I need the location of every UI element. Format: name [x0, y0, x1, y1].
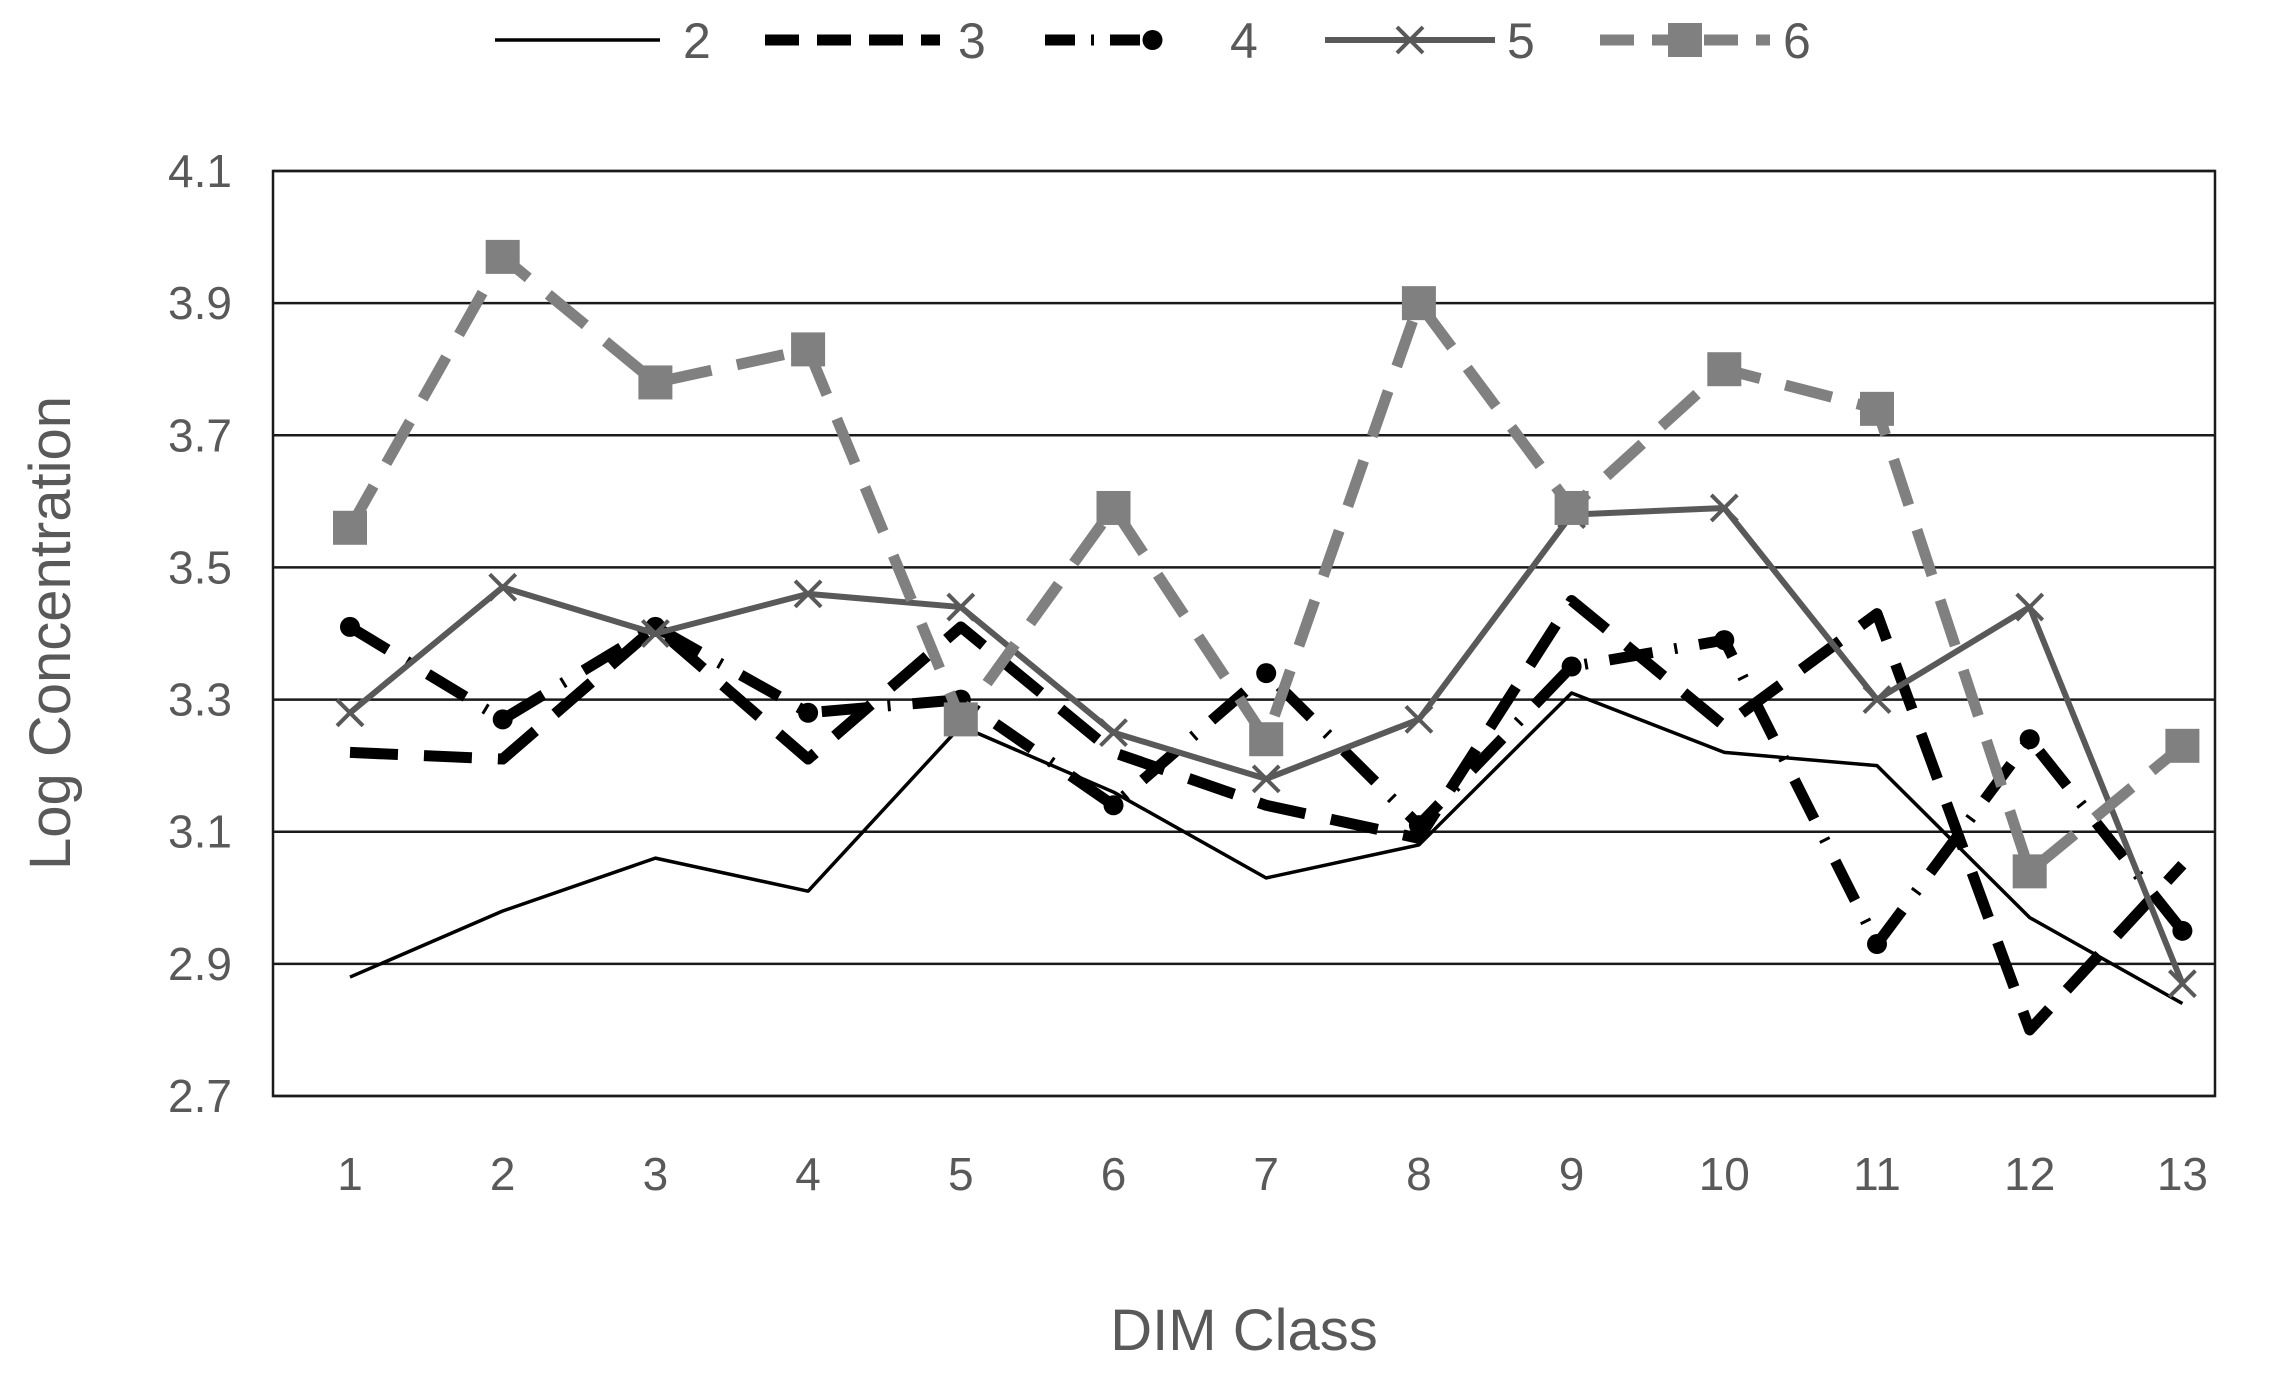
- x-axis-ticks: 1 2 3 4 5 6 7 8 9 10 11 12 13: [337, 1148, 2208, 1200]
- y-axis-ticks: 2.7 2.9 3.1 3.3 3.5 3.7 3.9 4.1: [168, 145, 232, 1122]
- data-point: [793, 579, 823, 609]
- data-point: [1707, 352, 1742, 387]
- data-point: [946, 592, 976, 622]
- series-4: [340, 616, 2193, 955]
- data-point: [2165, 728, 2200, 763]
- data-point: [1249, 722, 1284, 757]
- data-point: [1251, 764, 1281, 794]
- grid-lines: [273, 169, 2215, 1098]
- series-line: [349, 594, 2187, 1036]
- x-tick-label: 7: [1253, 1148, 1279, 1200]
- data-point: [2012, 854, 2047, 889]
- data-point: [1668, 23, 1702, 57]
- x-tick-label: 2: [490, 1148, 516, 1200]
- legend-label: 3: [958, 13, 986, 69]
- data-point: [485, 239, 520, 274]
- series-2: [349, 691, 2184, 1006]
- y-tick-label: 3.5: [168, 541, 232, 593]
- y-tick-label: 3.7: [168, 409, 232, 461]
- y-tick-label: 3.9: [168, 277, 232, 329]
- y-tick-label: 3.3: [168, 674, 232, 726]
- data-point: [1862, 685, 1892, 714]
- x-tick-label: 5: [948, 1148, 974, 1200]
- legend-label: 2: [683, 13, 711, 69]
- data-point: [1404, 704, 1434, 734]
- data-point: [1103, 795, 1124, 816]
- y-axis-title: Log Concentration: [18, 396, 83, 870]
- data-point: [798, 702, 819, 723]
- data-point: [335, 698, 365, 728]
- data-point: [1401, 286, 1436, 321]
- series-line: [349, 691, 2184, 1006]
- data-point: [340, 616, 360, 637]
- x-tick-label: 11: [1853, 1148, 1901, 1200]
- data-point: [2019, 729, 2040, 750]
- x-tick-label: 4: [795, 1148, 821, 1200]
- x-tick-label: 1: [337, 1148, 363, 1200]
- legend-item-6: 6: [1600, 13, 1811, 69]
- data-point: [1395, 25, 1425, 55]
- x-tick-label: 3: [643, 1148, 669, 1200]
- plot-area-border: [271, 169, 2217, 1098]
- data-point: [1142, 30, 1163, 50]
- legend-item-4: 4: [1045, 13, 1258, 69]
- data-point: [1867, 934, 1887, 955]
- legend-item-3: 3: [765, 13, 986, 69]
- legend-label: 6: [1783, 13, 1811, 69]
- data-point: [488, 572, 518, 602]
- x-tick-label: 8: [1406, 1148, 1432, 1200]
- data-point: [1256, 663, 1277, 684]
- data-point: [1709, 493, 1739, 523]
- series-lines: [333, 239, 2200, 1036]
- data-point: [1096, 490, 1131, 525]
- x-tick-label: 6: [1101, 1148, 1127, 1200]
- data-point: [943, 702, 978, 737]
- data-point: [1408, 815, 1429, 836]
- data-point: [2172, 920, 2193, 941]
- data-point: [1860, 391, 1894, 426]
- data-point: [1554, 490, 1589, 525]
- data-point: [492, 709, 513, 730]
- series-3: [349, 594, 2187, 1036]
- data-point: [1099, 718, 1128, 748]
- data-point: [791, 332, 826, 367]
- y-tick-label: 2.9: [168, 938, 232, 990]
- legend-label: 4: [1230, 13, 1258, 69]
- legend-item-5: 5: [1325, 13, 1535, 69]
- x-tick-label: 9: [1559, 1148, 1585, 1200]
- y-tick-label: 4.1: [168, 145, 232, 197]
- data-point: [2015, 592, 2045, 622]
- data-point: [333, 510, 367, 545]
- series-6: [333, 239, 2200, 889]
- x-axis-title: DIM Class: [1110, 1298, 1377, 1363]
- x-tick-label: 13: [2157, 1148, 2208, 1200]
- legend: 2 3 4 5 6: [495, 13, 1811, 69]
- legend-label: 5: [1507, 13, 1535, 69]
- data-point: [638, 365, 673, 400]
- series-5: [335, 493, 2197, 999]
- y-tick-label: 2.7: [168, 1070, 232, 1122]
- x-tick-label: 12: [2004, 1148, 2055, 1200]
- data-point: [2167, 969, 2197, 999]
- legend-item-2: 2: [495, 13, 711, 69]
- y-tick-label: 3.1: [168, 806, 232, 858]
- data-point: [640, 619, 670, 648]
- data-point: [1561, 656, 1582, 677]
- data-point: [1714, 630, 1735, 651]
- x-tick-label: 10: [1699, 1148, 1750, 1200]
